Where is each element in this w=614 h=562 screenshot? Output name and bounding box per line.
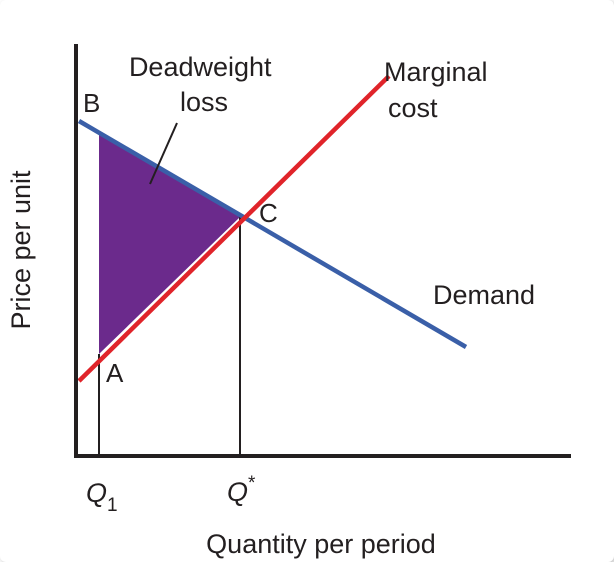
- q1-tick-label: Q1: [86, 478, 118, 516]
- point-b-label: B: [83, 88, 100, 118]
- q1-tick-subscript: 1: [107, 495, 118, 516]
- deadweight-loss-label: Deadweight loss: [129, 52, 279, 117]
- qstar-tick-label: Q*: [227, 473, 256, 507]
- deadweight-loss-region: [99, 131, 240, 354]
- deadweight-loss-label-line-2: loss: [180, 87, 228, 117]
- y-axis-title: Price per unit: [6, 170, 36, 330]
- marginal-cost-curve: [77, 74, 391, 383]
- qstar-tick-superscript: *: [248, 473, 256, 494]
- marginal-cost-label-line-1: Marginal: [384, 57, 488, 87]
- deadweight-loss-label-line-1: Deadweight: [129, 52, 272, 82]
- marginal-cost-label: Marginal cost: [384, 57, 495, 123]
- demand-curve: [77, 119, 468, 349]
- point-c-label: C: [259, 198, 278, 228]
- marginal-cost-label-line-2: cost: [388, 93, 438, 123]
- x-axis-title: Quantity per period: [206, 529, 436, 559]
- q1-tick-base: Q: [86, 478, 107, 508]
- qstar-tick-base: Q: [227, 477, 248, 507]
- point-a-label: A: [106, 358, 124, 388]
- deadweight-loss-pointer: [149, 122, 178, 185]
- demand-label: Demand: [433, 280, 535, 310]
